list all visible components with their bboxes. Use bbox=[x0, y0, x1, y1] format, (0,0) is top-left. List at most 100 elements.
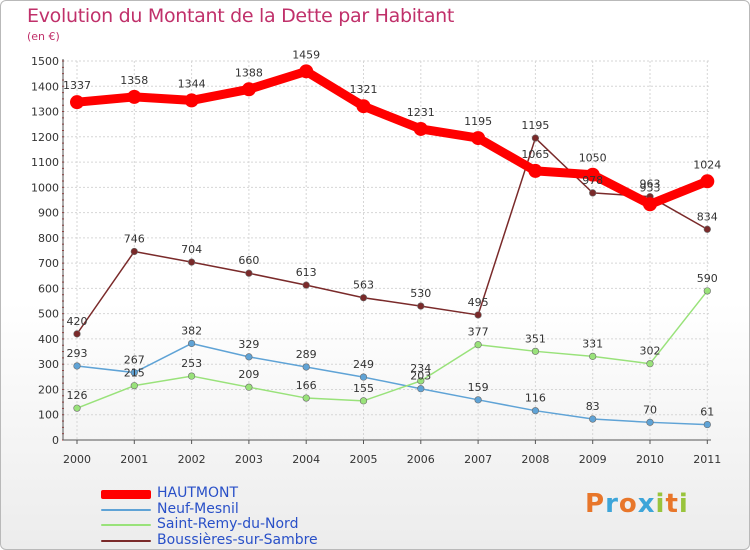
data-label: 116 bbox=[525, 392, 546, 405]
data-point bbox=[531, 347, 540, 355]
data-label: 166 bbox=[296, 379, 317, 392]
legend-swatch bbox=[101, 539, 151, 542]
legend-label: HAUTMONT bbox=[157, 485, 239, 501]
data-label: 159 bbox=[468, 381, 489, 394]
chart-subtitle: (en €) bbox=[27, 30, 60, 43]
data-point bbox=[241, 82, 256, 97]
data-label: 126 bbox=[67, 389, 88, 402]
data-point bbox=[130, 368, 138, 377]
data-label: 613 bbox=[296, 266, 317, 279]
legend-label: Boussières-sur-Sambre bbox=[157, 531, 318, 548]
data-label: 302 bbox=[640, 345, 661, 358]
data-label: 1337 bbox=[63, 79, 91, 92]
data-label: 978 bbox=[582, 174, 603, 187]
data-point bbox=[589, 415, 597, 423]
data-label: 1195 bbox=[464, 115, 492, 128]
data-labels: 1337 1358 1344 1388 1459 1321 1231 1195 1065 1050… bbox=[63, 48, 721, 418]
series-line-boussi-res-sur-sambre bbox=[76, 137, 709, 335]
data-label: 420 bbox=[67, 315, 88, 328]
data-point bbox=[130, 247, 138, 256]
logo-letter: r bbox=[605, 489, 619, 519]
data-point bbox=[302, 394, 310, 402]
data-point bbox=[359, 294, 368, 302]
data-point bbox=[188, 258, 196, 266]
y-tick-labels: 0 100 200 300 400 500 600 700 800 900 1000 1100 1200… bbox=[31, 55, 59, 447]
data-label: 1459 bbox=[292, 48, 320, 61]
x-tick-label: 2004 bbox=[292, 453, 320, 466]
y-tick-label: 300 bbox=[38, 358, 59, 371]
data-point bbox=[356, 99, 371, 114]
logo-letter: x bbox=[637, 489, 656, 519]
y-tick-label: 1300 bbox=[31, 106, 59, 119]
data-point bbox=[703, 225, 711, 233]
x-tick-label: 2002 bbox=[178, 453, 206, 466]
proxiti-logo: Proxiti bbox=[585, 489, 689, 519]
logo-letter: i bbox=[655, 489, 666, 519]
legend-swatch bbox=[101, 508, 151, 511]
data-point bbox=[73, 404, 81, 412]
data-label: 293 bbox=[67, 347, 88, 360]
grid-lines bbox=[63, 60, 711, 441]
x-tick-labels: 2000 2001 2002 2003 2004 2005 2006 2007 2008 2009… bbox=[63, 453, 721, 466]
data-label: 834 bbox=[697, 210, 718, 223]
data-label: 249 bbox=[353, 358, 374, 371]
data-label: 1344 bbox=[178, 77, 206, 90]
data-point bbox=[302, 281, 310, 289]
data-label: 203 bbox=[410, 370, 431, 383]
y-tick-label: 1100 bbox=[31, 156, 59, 169]
data-point bbox=[188, 372, 196, 380]
y-tick-label: 100 bbox=[38, 409, 59, 422]
data-point bbox=[528, 163, 543, 178]
x-tick-label: 2010 bbox=[636, 453, 664, 466]
logo-letter: t bbox=[665, 489, 679, 519]
data-label: 70 bbox=[643, 403, 657, 416]
data-label: 590 bbox=[697, 272, 718, 285]
x-tick-label: 2011 bbox=[693, 453, 721, 466]
y-tick-label: 600 bbox=[38, 282, 59, 295]
data-point bbox=[585, 167, 600, 182]
series-line-hautmont bbox=[72, 66, 712, 209]
data-point bbox=[589, 352, 597, 360]
y-tick-label: 700 bbox=[38, 257, 59, 270]
chart-title: Evolution du Montant de la Dette par Hab… bbox=[27, 5, 455, 27]
data-label: 253 bbox=[181, 357, 202, 370]
data-label: 746 bbox=[124, 233, 145, 246]
data-label: 1024 bbox=[693, 158, 721, 171]
y-tick-label: 200 bbox=[38, 383, 59, 396]
data-point bbox=[531, 407, 540, 415]
x-tick-label: 2000 bbox=[63, 453, 91, 466]
data-label: 267 bbox=[124, 354, 145, 367]
data-label: 209 bbox=[238, 368, 259, 381]
x-tick-label: 2007 bbox=[464, 453, 492, 466]
data-point bbox=[299, 64, 314, 79]
x-tick-label: 2008 bbox=[521, 453, 549, 466]
y-tick-label: 1400 bbox=[31, 80, 59, 93]
series-line-neuf-mesnil bbox=[76, 342, 709, 426]
data-label: 1358 bbox=[120, 74, 148, 87]
data-label: 289 bbox=[296, 348, 317, 361]
data-label: 382 bbox=[181, 324, 202, 337]
data-point bbox=[646, 360, 654, 368]
data-label: 933 bbox=[640, 181, 661, 194]
data-point bbox=[703, 420, 711, 429]
data-label: 351 bbox=[525, 332, 546, 345]
y-tick-label: 500 bbox=[38, 308, 59, 321]
data-point bbox=[474, 311, 482, 319]
data-point bbox=[73, 362, 81, 370]
data-label: 83 bbox=[586, 400, 600, 413]
y-tick-label: 900 bbox=[38, 207, 59, 220]
axes bbox=[62, 59, 711, 444]
y-tick-label: 400 bbox=[38, 333, 59, 346]
data-label: 331 bbox=[582, 337, 603, 350]
data-point bbox=[703, 287, 711, 295]
data-label: 530 bbox=[410, 287, 431, 300]
data-point bbox=[130, 382, 138, 390]
legend-label: Neuf-Mesnil bbox=[157, 500, 239, 517]
data-point bbox=[643, 197, 657, 212]
data-point bbox=[417, 302, 425, 310]
x-tick-label: 2005 bbox=[350, 453, 378, 466]
data-label: 660 bbox=[238, 254, 259, 267]
y-tick-label: 1200 bbox=[31, 131, 59, 144]
x-tick-label: 2001 bbox=[120, 453, 148, 466]
